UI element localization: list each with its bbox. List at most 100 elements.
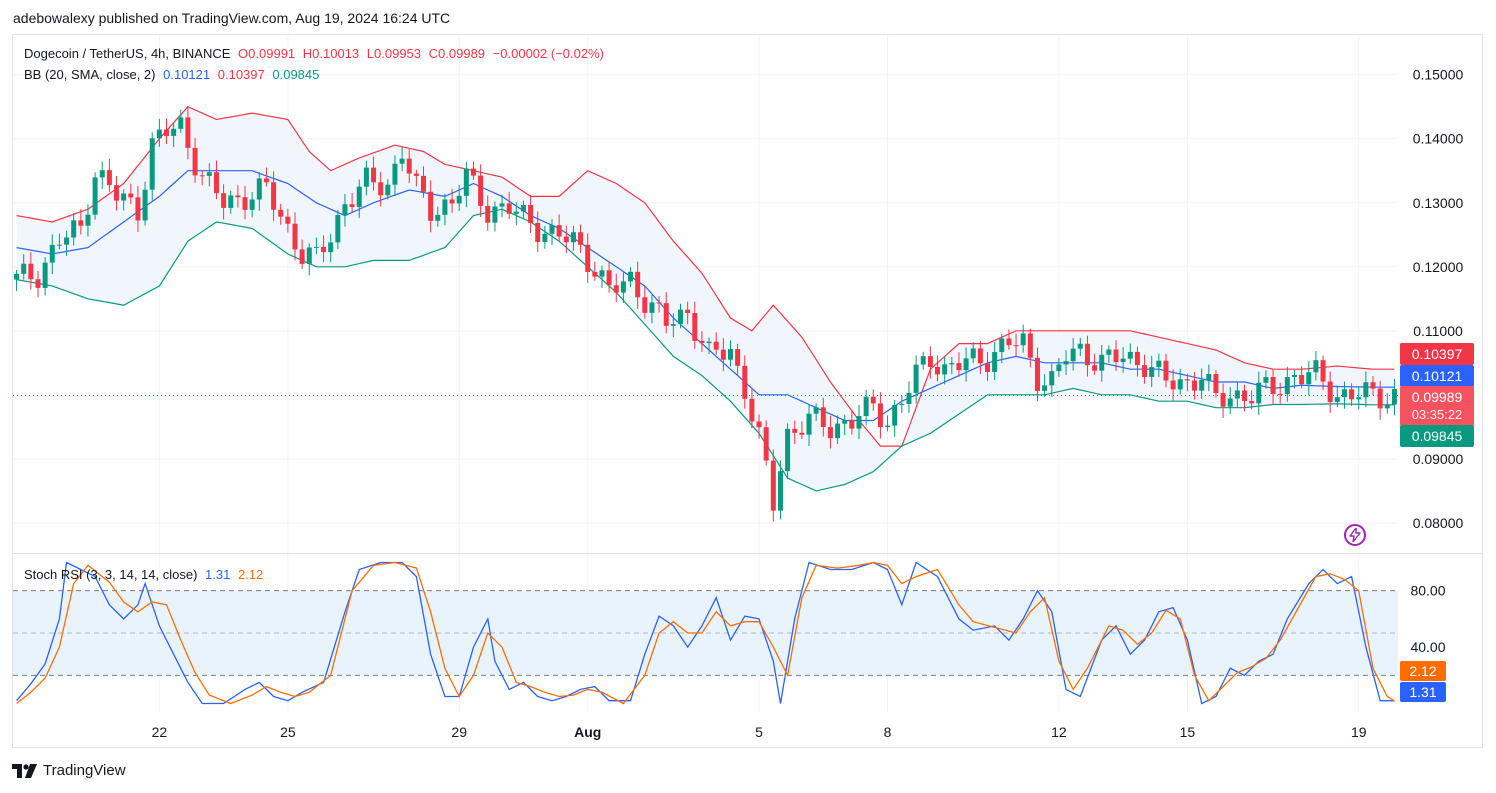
symbol-label[interactable]: Dogecoin / TetherUS, 4h, BINANCE xyxy=(24,46,231,61)
candle-body xyxy=(1249,400,1255,404)
candle-body xyxy=(1320,360,1326,382)
candle-body xyxy=(492,206,498,223)
candle-body xyxy=(1384,404,1390,409)
candle-body xyxy=(813,407,819,414)
candle-body xyxy=(428,191,434,221)
chart-frame xyxy=(12,34,1483,748)
candle-body xyxy=(1306,372,1312,385)
bar-countdown: 03:35:22 xyxy=(1411,407,1463,422)
candle-body xyxy=(1270,376,1276,394)
candle-body xyxy=(578,232,584,245)
candle-body xyxy=(206,172,212,176)
candle-body xyxy=(513,211,519,214)
candle-body xyxy=(14,273,20,280)
candle-body xyxy=(285,216,291,224)
candle-body xyxy=(1213,373,1219,394)
candle-body xyxy=(542,233,548,243)
candle-body xyxy=(613,285,619,293)
candle-body xyxy=(35,279,41,288)
candle-body xyxy=(470,168,476,176)
candle-body xyxy=(1291,375,1297,378)
candle-body xyxy=(942,364,948,375)
candle-body xyxy=(299,249,305,264)
candle-body xyxy=(949,363,955,365)
rsi-k-value: 1.31 xyxy=(205,567,231,582)
candle-body xyxy=(1184,379,1190,381)
candle-body xyxy=(592,271,598,277)
bb-legend: BB (20, SMA, close, 2) 0.10121 0.10397 0… xyxy=(24,67,323,82)
candle-body xyxy=(1234,390,1240,399)
time-axis-label: 19 xyxy=(1351,724,1367,740)
upper-band-tag: 0.10397 xyxy=(1400,343,1474,365)
candle-body xyxy=(1127,351,1133,359)
candle-body xyxy=(1341,389,1347,398)
candle-body xyxy=(628,271,634,282)
candle-body xyxy=(1199,379,1205,391)
candle-body xyxy=(178,117,184,129)
candle-body xyxy=(235,195,241,198)
candle-body xyxy=(956,363,962,371)
candle-body xyxy=(799,432,805,435)
tradingview-logo[interactable]: TradingView xyxy=(12,762,126,779)
candle-body xyxy=(1227,398,1233,407)
candle-body xyxy=(770,460,776,511)
candle-body xyxy=(756,421,762,428)
time-axis-label: 25 xyxy=(280,724,296,740)
rsi-label[interactable]: Stoch RSI (3, 3, 14, 14, close) xyxy=(24,567,198,582)
candle-body xyxy=(1113,349,1119,363)
candle-body xyxy=(877,403,883,428)
candle-body xyxy=(1313,360,1319,373)
stoch-rsi-d-line xyxy=(16,561,1395,705)
candle-body xyxy=(663,303,669,326)
candle-body xyxy=(413,173,419,176)
price-axis-label: 0.15000 xyxy=(1413,67,1464,83)
candle-body xyxy=(556,225,562,237)
candle-body xyxy=(242,197,248,210)
candle-body xyxy=(906,392,912,404)
candle-body xyxy=(713,341,719,350)
lower-band-tag: 0.09845 xyxy=(1400,425,1474,447)
candle-body xyxy=(1242,390,1248,401)
time-axis-label: Aug xyxy=(574,724,601,740)
candle-body xyxy=(685,309,691,314)
high-value: H0.10013 xyxy=(302,46,360,61)
candle-body xyxy=(735,349,741,366)
candle-body xyxy=(935,366,941,375)
candle-body xyxy=(963,358,969,371)
candle-body xyxy=(1049,371,1055,386)
candle-body xyxy=(149,138,155,190)
close-value: C0.09989 xyxy=(428,46,486,61)
candle-body xyxy=(456,195,462,204)
last-price-value: 0.09989 xyxy=(1411,389,1463,405)
candle-body xyxy=(328,242,334,253)
candle-body xyxy=(392,163,398,185)
candle-body xyxy=(1206,373,1212,380)
candle-body xyxy=(1070,348,1076,362)
candle-body xyxy=(892,405,898,426)
candle-body xyxy=(156,129,162,139)
candle-body xyxy=(171,128,177,136)
candle-body xyxy=(449,199,455,204)
publish-caption: adebowalexy published on TradingView.com… xyxy=(13,10,451,26)
open-value: O0.09991 xyxy=(238,46,296,61)
candle-body xyxy=(742,365,748,399)
candle-body xyxy=(99,170,105,178)
candle-body xyxy=(1034,357,1040,391)
candle-body xyxy=(71,220,77,238)
candle-body xyxy=(727,349,733,360)
lightning-icon[interactable] xyxy=(1344,524,1366,546)
candle-body xyxy=(342,204,348,216)
candle-body xyxy=(378,182,384,196)
candle-body xyxy=(1042,385,1048,391)
brand-name: TradingView xyxy=(43,762,126,779)
last-price-tag: 0.09989 03:35:22 xyxy=(1400,386,1474,426)
candle-body xyxy=(64,237,70,245)
candle-body xyxy=(1284,377,1290,395)
candle-body xyxy=(185,117,191,148)
candle-body xyxy=(1099,354,1105,371)
bb-label[interactable]: BB (20, SMA, close, 2) xyxy=(24,67,156,82)
bb-lower-value: 0.09845 xyxy=(272,67,320,82)
candle-body xyxy=(271,182,277,210)
candle-body xyxy=(135,197,141,221)
